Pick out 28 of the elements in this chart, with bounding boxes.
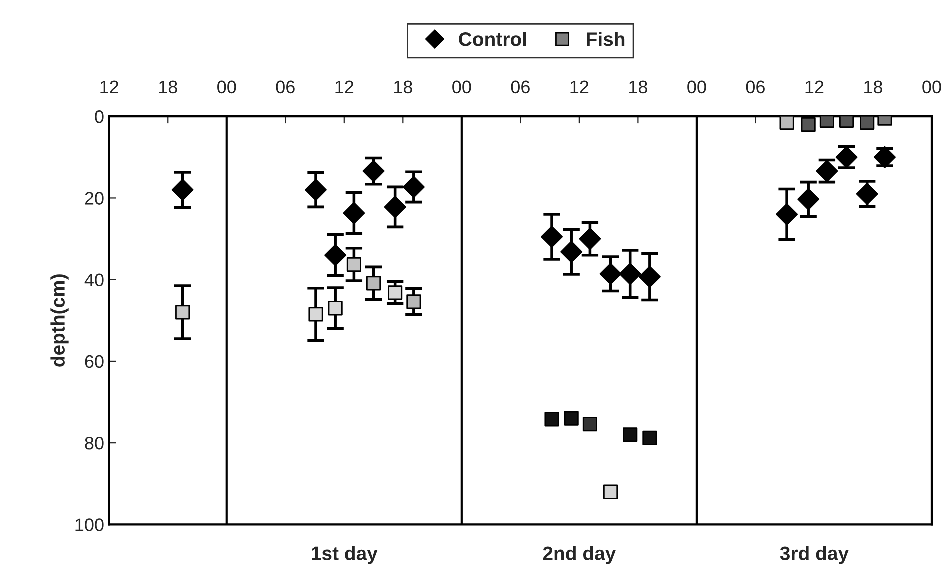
y-tick-label: 60 [85,355,104,368]
y-tick-label: 0 [95,110,104,124]
legend-label: Control [459,32,526,46]
x-tick-label: 00 [218,80,236,94]
point [860,116,875,130]
y-tick-label: 80 [85,437,104,450]
x-tick-label: 06 [511,80,530,94]
text: 1st day [312,546,378,564]
x-tick-label: 06 [276,80,295,94]
x-tick-label: 00 [922,80,942,94]
x-tick-label: 00 [688,80,706,94]
x-tick-label: 18 [159,80,178,94]
x-tick-label: 18 [864,80,882,94]
y-axis-title: depth(cm) [50,274,69,367]
legend-label: Fish [587,32,625,46]
y-tick-label: 100 [76,518,104,532]
x-tick-label: 12 [336,80,354,94]
x-tick-label: 12 [806,80,824,94]
y-tick-label: 20 [85,192,104,205]
x-tick-label: 18 [630,80,648,94]
x-tick-label: 12 [570,80,589,94]
text: 2nd day [543,546,616,564]
text: 3rd day [780,546,849,564]
x-tick-label: 06 [746,80,765,94]
x-tick-label: 00 [452,80,472,94]
y-tick-label: 40 [84,274,104,287]
x-tick-label: 12 [100,80,118,94]
x-tick-label: 18 [394,80,412,94]
